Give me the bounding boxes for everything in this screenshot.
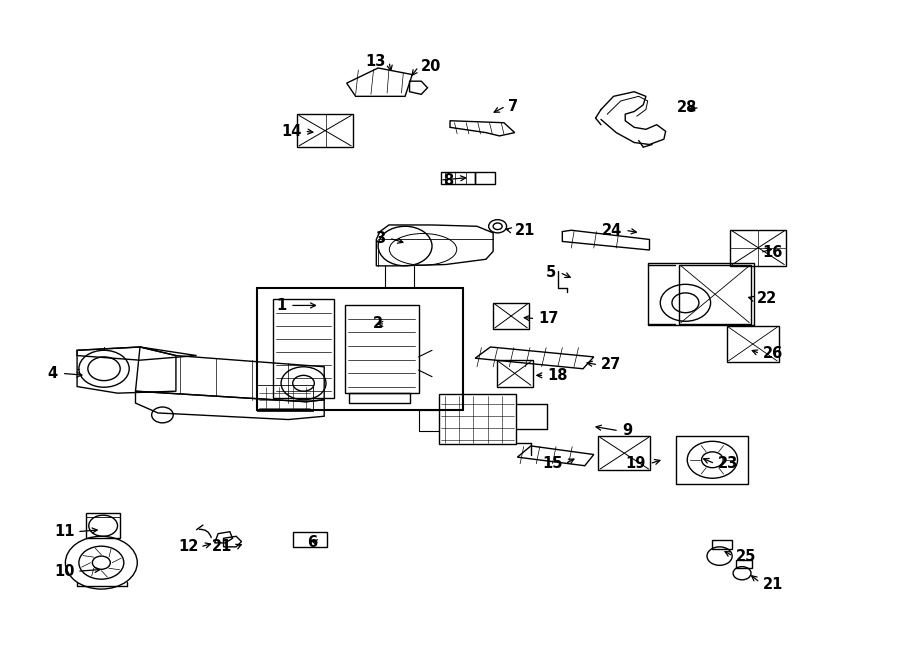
Text: 28: 28 xyxy=(677,100,698,115)
Text: 21: 21 xyxy=(762,577,783,592)
Bar xyxy=(648,262,753,325)
Text: 20: 20 xyxy=(421,59,442,74)
Text: 19: 19 xyxy=(626,456,646,471)
Text: 8: 8 xyxy=(443,173,453,188)
Text: 12: 12 xyxy=(178,539,198,555)
Bar xyxy=(256,385,312,411)
Text: 23: 23 xyxy=(718,456,738,471)
Text: 3: 3 xyxy=(375,231,385,246)
Bar xyxy=(493,303,529,329)
Text: 27: 27 xyxy=(601,358,621,372)
Text: 26: 26 xyxy=(762,346,783,361)
Text: 9: 9 xyxy=(623,423,633,438)
Bar xyxy=(345,305,418,393)
Text: 21: 21 xyxy=(212,539,232,555)
Bar xyxy=(680,264,751,324)
Bar xyxy=(292,532,327,547)
Text: 4: 4 xyxy=(47,366,58,381)
Text: 24: 24 xyxy=(602,223,623,238)
Bar xyxy=(256,288,464,410)
Text: 5: 5 xyxy=(545,265,556,280)
Text: 21: 21 xyxy=(515,223,536,238)
Bar xyxy=(349,393,410,403)
Text: 16: 16 xyxy=(762,245,783,260)
Text: 14: 14 xyxy=(282,124,302,139)
Bar xyxy=(439,395,516,444)
Bar xyxy=(86,513,121,538)
Text: 25: 25 xyxy=(736,549,756,564)
Text: 15: 15 xyxy=(542,456,562,471)
Text: 1: 1 xyxy=(276,298,286,313)
Bar xyxy=(727,326,778,362)
Text: 2: 2 xyxy=(373,317,382,331)
Text: 6: 6 xyxy=(307,535,317,551)
Text: 7: 7 xyxy=(508,98,518,114)
Bar xyxy=(273,299,334,398)
Text: 18: 18 xyxy=(547,368,568,383)
Bar xyxy=(475,173,495,184)
Bar xyxy=(297,114,353,147)
Bar xyxy=(441,173,475,184)
Bar xyxy=(736,560,752,568)
Text: 11: 11 xyxy=(54,524,75,539)
Bar xyxy=(677,436,748,484)
Bar xyxy=(731,229,786,266)
Bar xyxy=(497,360,533,387)
Text: 17: 17 xyxy=(538,311,558,326)
Text: 10: 10 xyxy=(54,564,75,579)
Bar xyxy=(713,539,733,549)
Bar xyxy=(598,436,651,471)
Text: 22: 22 xyxy=(757,292,778,306)
Text: 13: 13 xyxy=(364,54,385,69)
